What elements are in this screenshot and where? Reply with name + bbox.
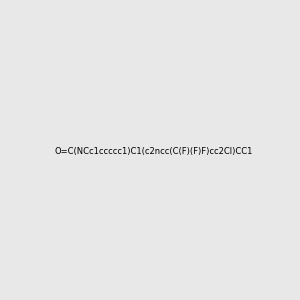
Text: O=C(NCc1ccccc1)C1(c2ncc(C(F)(F)F)cc2Cl)CC1: O=C(NCc1ccccc1)C1(c2ncc(C(F)(F)F)cc2Cl)C… (55, 147, 253, 156)
